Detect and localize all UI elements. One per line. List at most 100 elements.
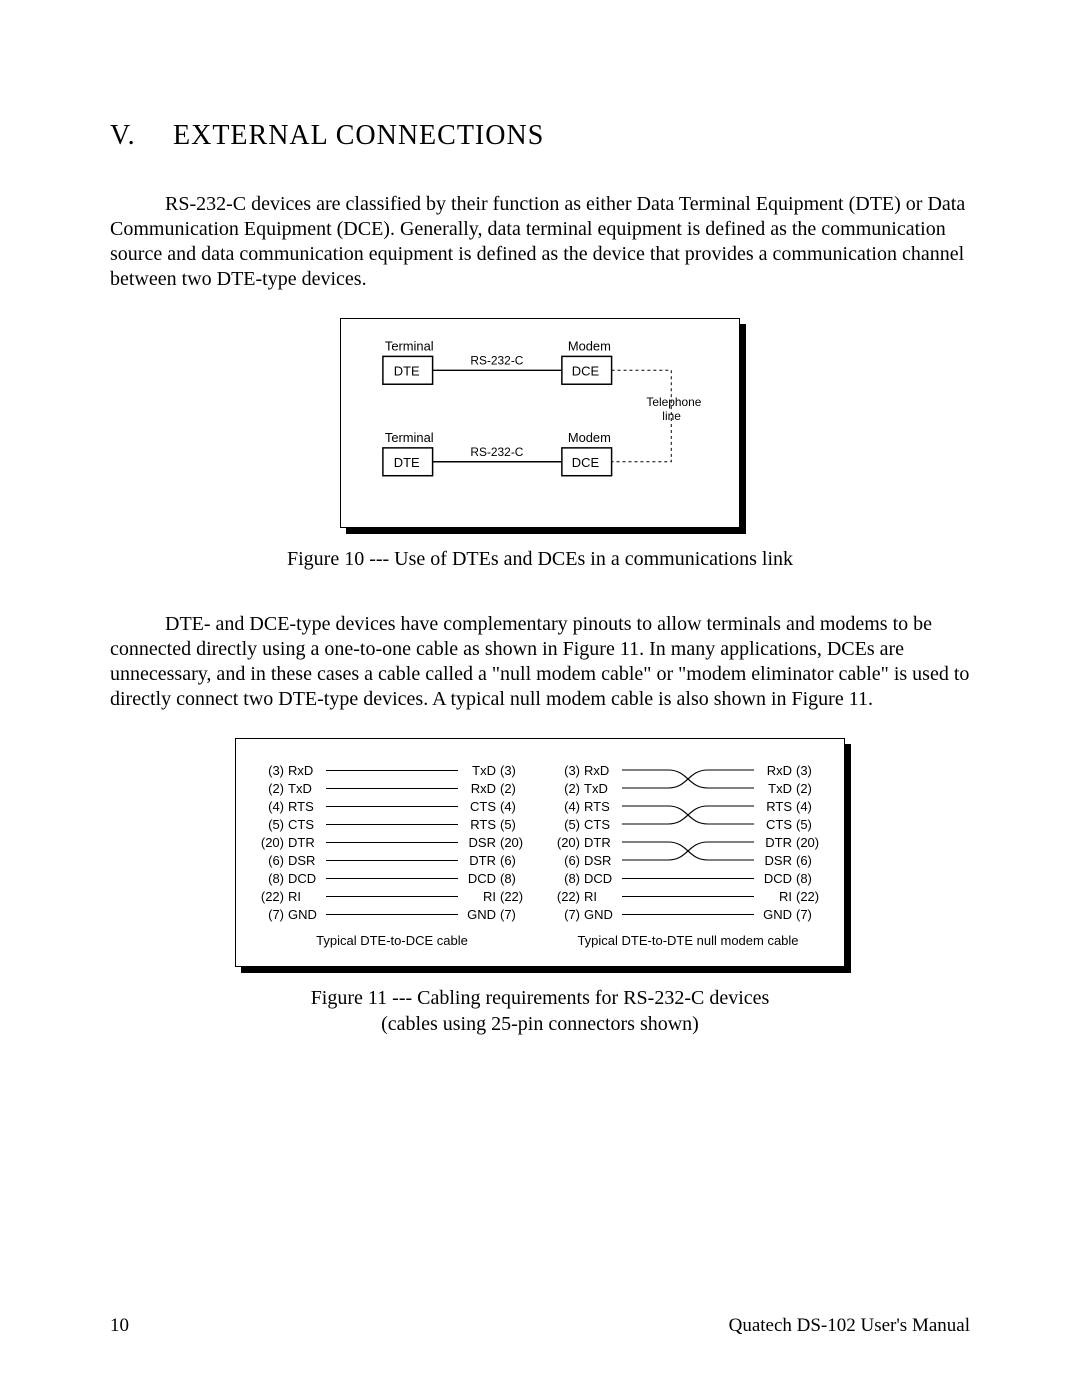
- dte-dce-caption: Typical DTE-to-DCE cable: [256, 933, 528, 948]
- pin-row: (8)DCDDCD(8): [256, 869, 528, 887]
- pin-right-num: (2): [500, 781, 528, 796]
- pin-row: (6)DSRDSR(6): [552, 851, 824, 869]
- pin-right-sig: CTS: [458, 799, 500, 814]
- pin-row: (20)DTRDTR(20): [552, 833, 824, 851]
- pin-line: [326, 896, 458, 897]
- pin-left-sig: CTS: [580, 817, 622, 832]
- pin-left-sig: DTR: [284, 835, 326, 850]
- pin-right-sig: RI: [754, 889, 796, 904]
- pin-right-sig: TxD: [754, 781, 796, 796]
- fig10-modem-bot: Modem: [568, 430, 611, 445]
- document-page: V. EXTERNAL CONNECTIONS RS-232-C devices…: [0, 0, 1080, 1397]
- section-number: V.: [110, 120, 165, 152]
- pin-right-sig: DSR: [754, 853, 796, 868]
- manual-title: Quatech DS-102 User's Manual: [729, 1315, 970, 1337]
- pin-left-num: (20): [552, 835, 580, 850]
- pin-row: (20)DTRDSR(20): [256, 833, 528, 851]
- pin-right-num: (2): [796, 781, 824, 796]
- pin-row: (5)CTSCTS(5): [552, 815, 824, 833]
- pin-left-sig: GND: [580, 907, 622, 922]
- pin-left-sig: DCD: [580, 871, 622, 886]
- pin-row: (3)RxDRxD(3): [552, 761, 824, 779]
- pin-left-num: (2): [256, 781, 284, 796]
- pin-row: (5)CTSRTS(5): [256, 815, 528, 833]
- dte-dte-rows: (3)RxDRxD(3)(2)TxDTxD(2)(4)RTSRTS(4)(5)C…: [552, 761, 824, 923]
- dte-dce-column: (3)RxDTxD(3)(2)TxDRxD(2)(4)RTSCTS(4)(5)C…: [256, 761, 540, 948]
- pin-row: (8)DCDDCD(8): [552, 869, 824, 887]
- fig10-link-label-bot: RS-232-C: [470, 445, 523, 459]
- figure-10-caption: Figure 10 --- Use of DTEs and DCEs in a …: [110, 546, 970, 572]
- pin-left-num: (2): [552, 781, 580, 796]
- pin-left-sig: RTS: [580, 799, 622, 814]
- pin-right-num: (4): [796, 799, 824, 814]
- pin-line: [622, 896, 754, 897]
- pin-left-num: (4): [552, 799, 580, 814]
- pin-right-num: (8): [500, 871, 528, 886]
- dte-dce-rows: (3)RxDTxD(3)(2)TxDRxD(2)(4)RTSCTS(4)(5)C…: [256, 761, 528, 923]
- fig10-dte-bot: DTE: [394, 455, 420, 470]
- pin-left-num: (22): [256, 889, 284, 904]
- pin-left-num: (5): [552, 817, 580, 832]
- pin-right-sig: DCD: [754, 871, 796, 886]
- pin-left-sig: DCD: [284, 871, 326, 886]
- fig10-terminal-bot: Terminal: [385, 430, 434, 445]
- pin-left-sig: RI: [284, 889, 326, 904]
- pin-line: [326, 842, 458, 843]
- figure-11-caption-line2: (cables using 25-pin connectors shown): [381, 1013, 699, 1035]
- section-title: V. EXTERNAL CONNECTIONS: [110, 120, 970, 152]
- pin-right-sig: TxD: [458, 763, 500, 778]
- pin-right-sig: DTR: [754, 835, 796, 850]
- fig10-dce-bot: DCE: [572, 455, 600, 470]
- pin-left-num: (20): [256, 835, 284, 850]
- pin-line: [326, 914, 458, 915]
- dte-dte-caption: Typical DTE-to-DTE null modem cable: [552, 933, 824, 948]
- pin-left-num: (7): [256, 907, 284, 922]
- pin-right-num: (3): [796, 763, 824, 778]
- pin-left-sig: RxD: [284, 763, 326, 778]
- figure-10-box: Terminal Modem DTE DCE RS-232-C Terminal…: [340, 318, 740, 528]
- pin-left-num: (6): [552, 853, 580, 868]
- dte-dte-column: (3)RxDRxD(3)(2)TxDTxD(2)(4)RTSRTS(4)(5)C…: [540, 761, 824, 948]
- pin-right-sig: DTR: [458, 853, 500, 868]
- pin-right-num: (7): [500, 907, 528, 922]
- fig10-dce-top: DCE: [572, 363, 600, 378]
- pin-row: (7)GNDGND(7): [256, 905, 528, 923]
- pin-left-num: (8): [552, 871, 580, 886]
- section-heading: EXTERNAL CONNECTIONS: [173, 120, 544, 151]
- pin-left-num: (3): [256, 763, 284, 778]
- figure-11-box: (3)RxDTxD(3)(2)TxDRxD(2)(4)RTSCTS(4)(5)C…: [235, 738, 845, 967]
- pin-line: [326, 806, 458, 807]
- pin-cross-spacer: [622, 779, 754, 797]
- fig10-modem-top: Modem: [568, 338, 611, 353]
- pin-left-num: (5): [256, 817, 284, 832]
- pin-right-num: (4): [500, 799, 528, 814]
- figure-10-svg: Terminal Modem DTE DCE RS-232-C Terminal…: [363, 337, 717, 513]
- pin-left-num: (4): [256, 799, 284, 814]
- pin-left-num: (8): [256, 871, 284, 886]
- pin-cross: [622, 833, 754, 851]
- pin-right-sig: GND: [754, 907, 796, 922]
- pin-right-num: (7): [796, 907, 824, 922]
- pin-right-sig: RTS: [754, 799, 796, 814]
- figure-11-caption-line1: Figure 11 --- Cabling requirements for R…: [311, 987, 770, 1009]
- pin-line: [622, 878, 754, 879]
- pin-row: (2)TxDRxD(2): [256, 779, 528, 797]
- pin-left-sig: CTS: [284, 817, 326, 832]
- pin-left-sig: DSR: [580, 853, 622, 868]
- pin-left-sig: DSR: [284, 853, 326, 868]
- pin-row: (7)GNDGND(7): [552, 905, 824, 923]
- pin-left-sig: TxD: [580, 781, 622, 796]
- pin-right-sig: RxD: [458, 781, 500, 796]
- pin-left-num: (7): [552, 907, 580, 922]
- pin-right-num: (20): [500, 835, 528, 850]
- pin-left-num: (22): [552, 889, 580, 904]
- pin-cross-spacer: [622, 815, 754, 833]
- paragraph-2: DTE- and DCE-type devices have complemen…: [110, 612, 970, 712]
- pin-cross-spacer: [622, 851, 754, 869]
- figure-11-caption: Figure 11 --- Cabling requirements for R…: [110, 985, 970, 1037]
- pin-line: [326, 788, 458, 789]
- paragraph-1: RS-232-C devices are classified by their…: [110, 192, 970, 292]
- pin-right-num: (6): [796, 853, 824, 868]
- pin-right-sig: RI: [458, 889, 500, 904]
- pin-line: [622, 914, 754, 915]
